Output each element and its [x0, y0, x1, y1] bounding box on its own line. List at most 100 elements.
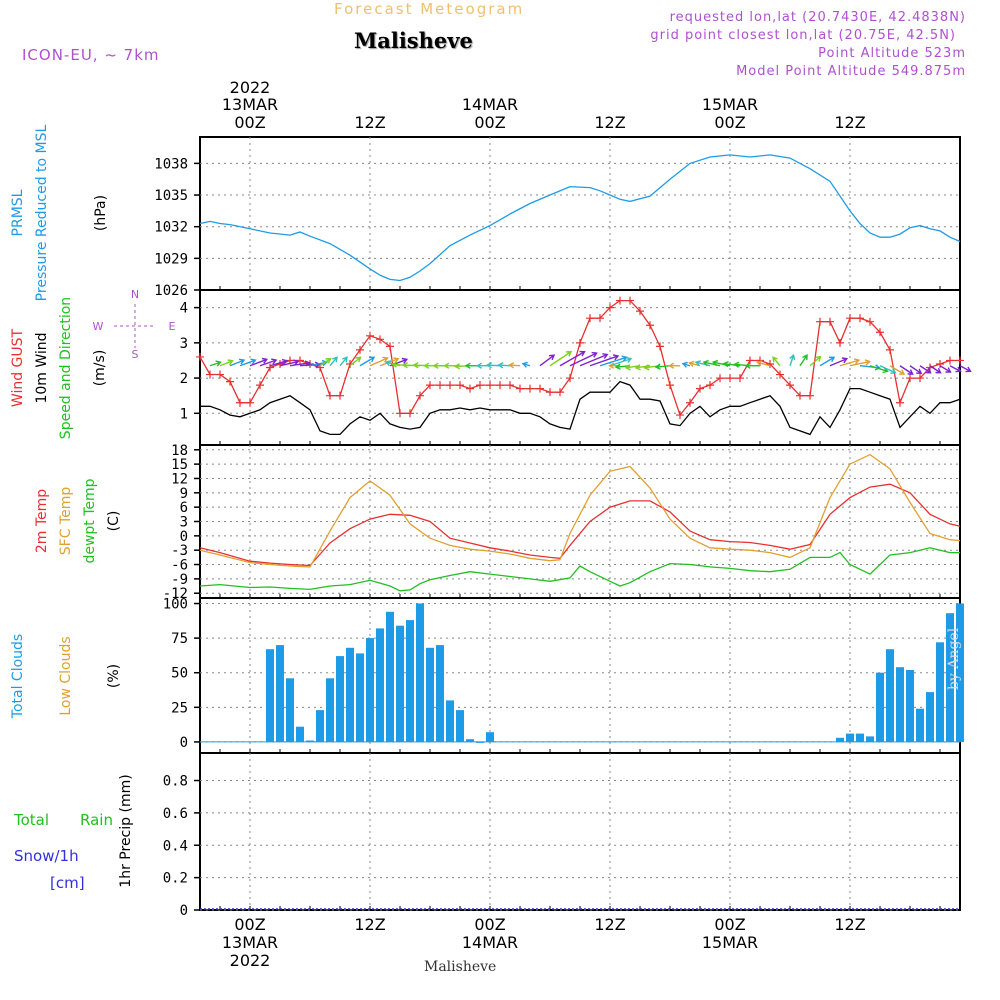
cloud-bar — [426, 647, 434, 742]
wind-vector-head — [612, 354, 620, 361]
wind-vector-head — [634, 364, 641, 371]
wind-vector — [319, 358, 331, 367]
wind-vector — [379, 358, 399, 367]
wind-vector — [339, 356, 348, 367]
model-altitude: Model Point Altitude 549.875m — [736, 64, 966, 79]
gust-marker — [226, 377, 234, 386]
gust-marker — [246, 398, 254, 407]
wind-vector — [259, 359, 277, 367]
gust-marker — [236, 398, 244, 407]
y-tick-label: 15 — [171, 457, 188, 473]
gust-marker — [866, 317, 874, 326]
bottom-date-label: 14MAR — [462, 933, 518, 952]
gust-marker — [786, 381, 794, 390]
wind-speed-line — [200, 380, 961, 436]
label-prmsl: PRMSL — [10, 189, 26, 236]
cloud-bar — [386, 611, 394, 742]
wind-vector-head — [281, 358, 289, 365]
wind-vector-head — [625, 356, 633, 363]
y-tick-label: 50 — [171, 666, 188, 682]
wind-vector — [229, 359, 245, 367]
cloud-bar — [906, 670, 914, 742]
wind-vector — [829, 358, 848, 367]
dewpt-temp-line — [199, 547, 960, 592]
gust-marker — [606, 303, 614, 312]
wind-vector-head — [443, 362, 450, 369]
wind-vector-head — [815, 355, 822, 362]
gust-marker — [526, 384, 534, 393]
gust-marker — [576, 338, 584, 347]
wind-vector-head — [624, 364, 631, 371]
wind-vector-head — [916, 368, 923, 375]
label-low-clouds: Low Clouds — [58, 636, 74, 715]
gust-marker — [646, 321, 654, 330]
gust-marker — [766, 359, 774, 368]
wind-vector-head — [321, 359, 329, 367]
wind-vector-head — [864, 359, 871, 366]
wind-vector — [569, 352, 597, 367]
wind-vector — [879, 365, 896, 374]
wind-vector-head — [401, 357, 409, 364]
wind-vector-head — [355, 356, 362, 363]
wind-vector-head — [955, 366, 962, 373]
cloud-bar — [316, 710, 324, 742]
cloud-bar — [266, 649, 274, 742]
cloud-bar — [356, 653, 364, 742]
gust-marker — [496, 381, 504, 390]
wind-vector-head — [688, 360, 695, 367]
gust-marker — [206, 370, 214, 379]
cloud-bar — [916, 708, 924, 742]
wind-vector-head — [756, 360, 763, 367]
cloud-bar — [306, 740, 314, 742]
wind-vector — [757, 361, 771, 367]
gust-marker — [506, 381, 514, 390]
gust-marker — [956, 356, 964, 365]
gust-marker — [216, 370, 224, 379]
point-altitude: Point Altitude 523m — [818, 46, 966, 61]
label-2m-temp: 2m Temp — [34, 489, 50, 553]
wind-vector-head — [261, 357, 269, 364]
wind-vector — [509, 364, 521, 367]
wind-vector — [939, 365, 951, 373]
grid-point-coords: grid point closest lon,lat (20.75E, 42.5… — [650, 28, 956, 43]
wind-vector-head — [829, 356, 836, 363]
cloud-bar — [346, 647, 354, 742]
wind-vector — [723, 362, 741, 367]
wind-vector — [549, 351, 572, 367]
cloud-bar — [836, 737, 844, 742]
label-percent: (%) — [106, 664, 122, 688]
label-c: (C) — [106, 511, 122, 532]
gust-marker — [416, 391, 424, 400]
wind-vector-head — [325, 357, 332, 364]
cloud-bar — [926, 692, 934, 742]
wind-vector-head — [890, 368, 897, 374]
gust-marker — [386, 342, 394, 351]
top-year-label: 2022 — [230, 78, 271, 97]
y-tick-label: 1 — [180, 406, 188, 422]
y-tick-label: 1035 — [154, 188, 188, 204]
wind-vector — [579, 353, 608, 367]
top-hour-label: 12Z — [594, 113, 625, 132]
clouds-panel-frame — [199, 597, 961, 754]
gust-marker — [566, 374, 574, 383]
wind-vector — [599, 356, 627, 367]
y-tick-label: 0.4 — [163, 838, 188, 854]
compass-south: S — [132, 348, 139, 361]
gust-marker — [476, 381, 484, 390]
gust-marker — [846, 314, 854, 323]
cloud-bar — [286, 678, 294, 742]
bottom-date-label: 13MAR — [222, 933, 278, 952]
cloud-bar — [876, 672, 884, 742]
y-tick-label: 25 — [171, 700, 188, 716]
wind-vector-head — [789, 353, 796, 361]
top-date-label: 14MAR — [462, 95, 518, 114]
label-ms: (m/s) — [92, 350, 108, 387]
wind-panel-frame — [199, 289, 961, 446]
wind-vector — [959, 365, 971, 372]
pressure-line — [199, 154, 961, 282]
y-tick-label: -6 — [171, 558, 188, 574]
wind-vector — [269, 360, 287, 367]
compass-north: N — [131, 288, 139, 301]
label-precip-mm: 1hr Precip (mm) — [118, 774, 134, 887]
